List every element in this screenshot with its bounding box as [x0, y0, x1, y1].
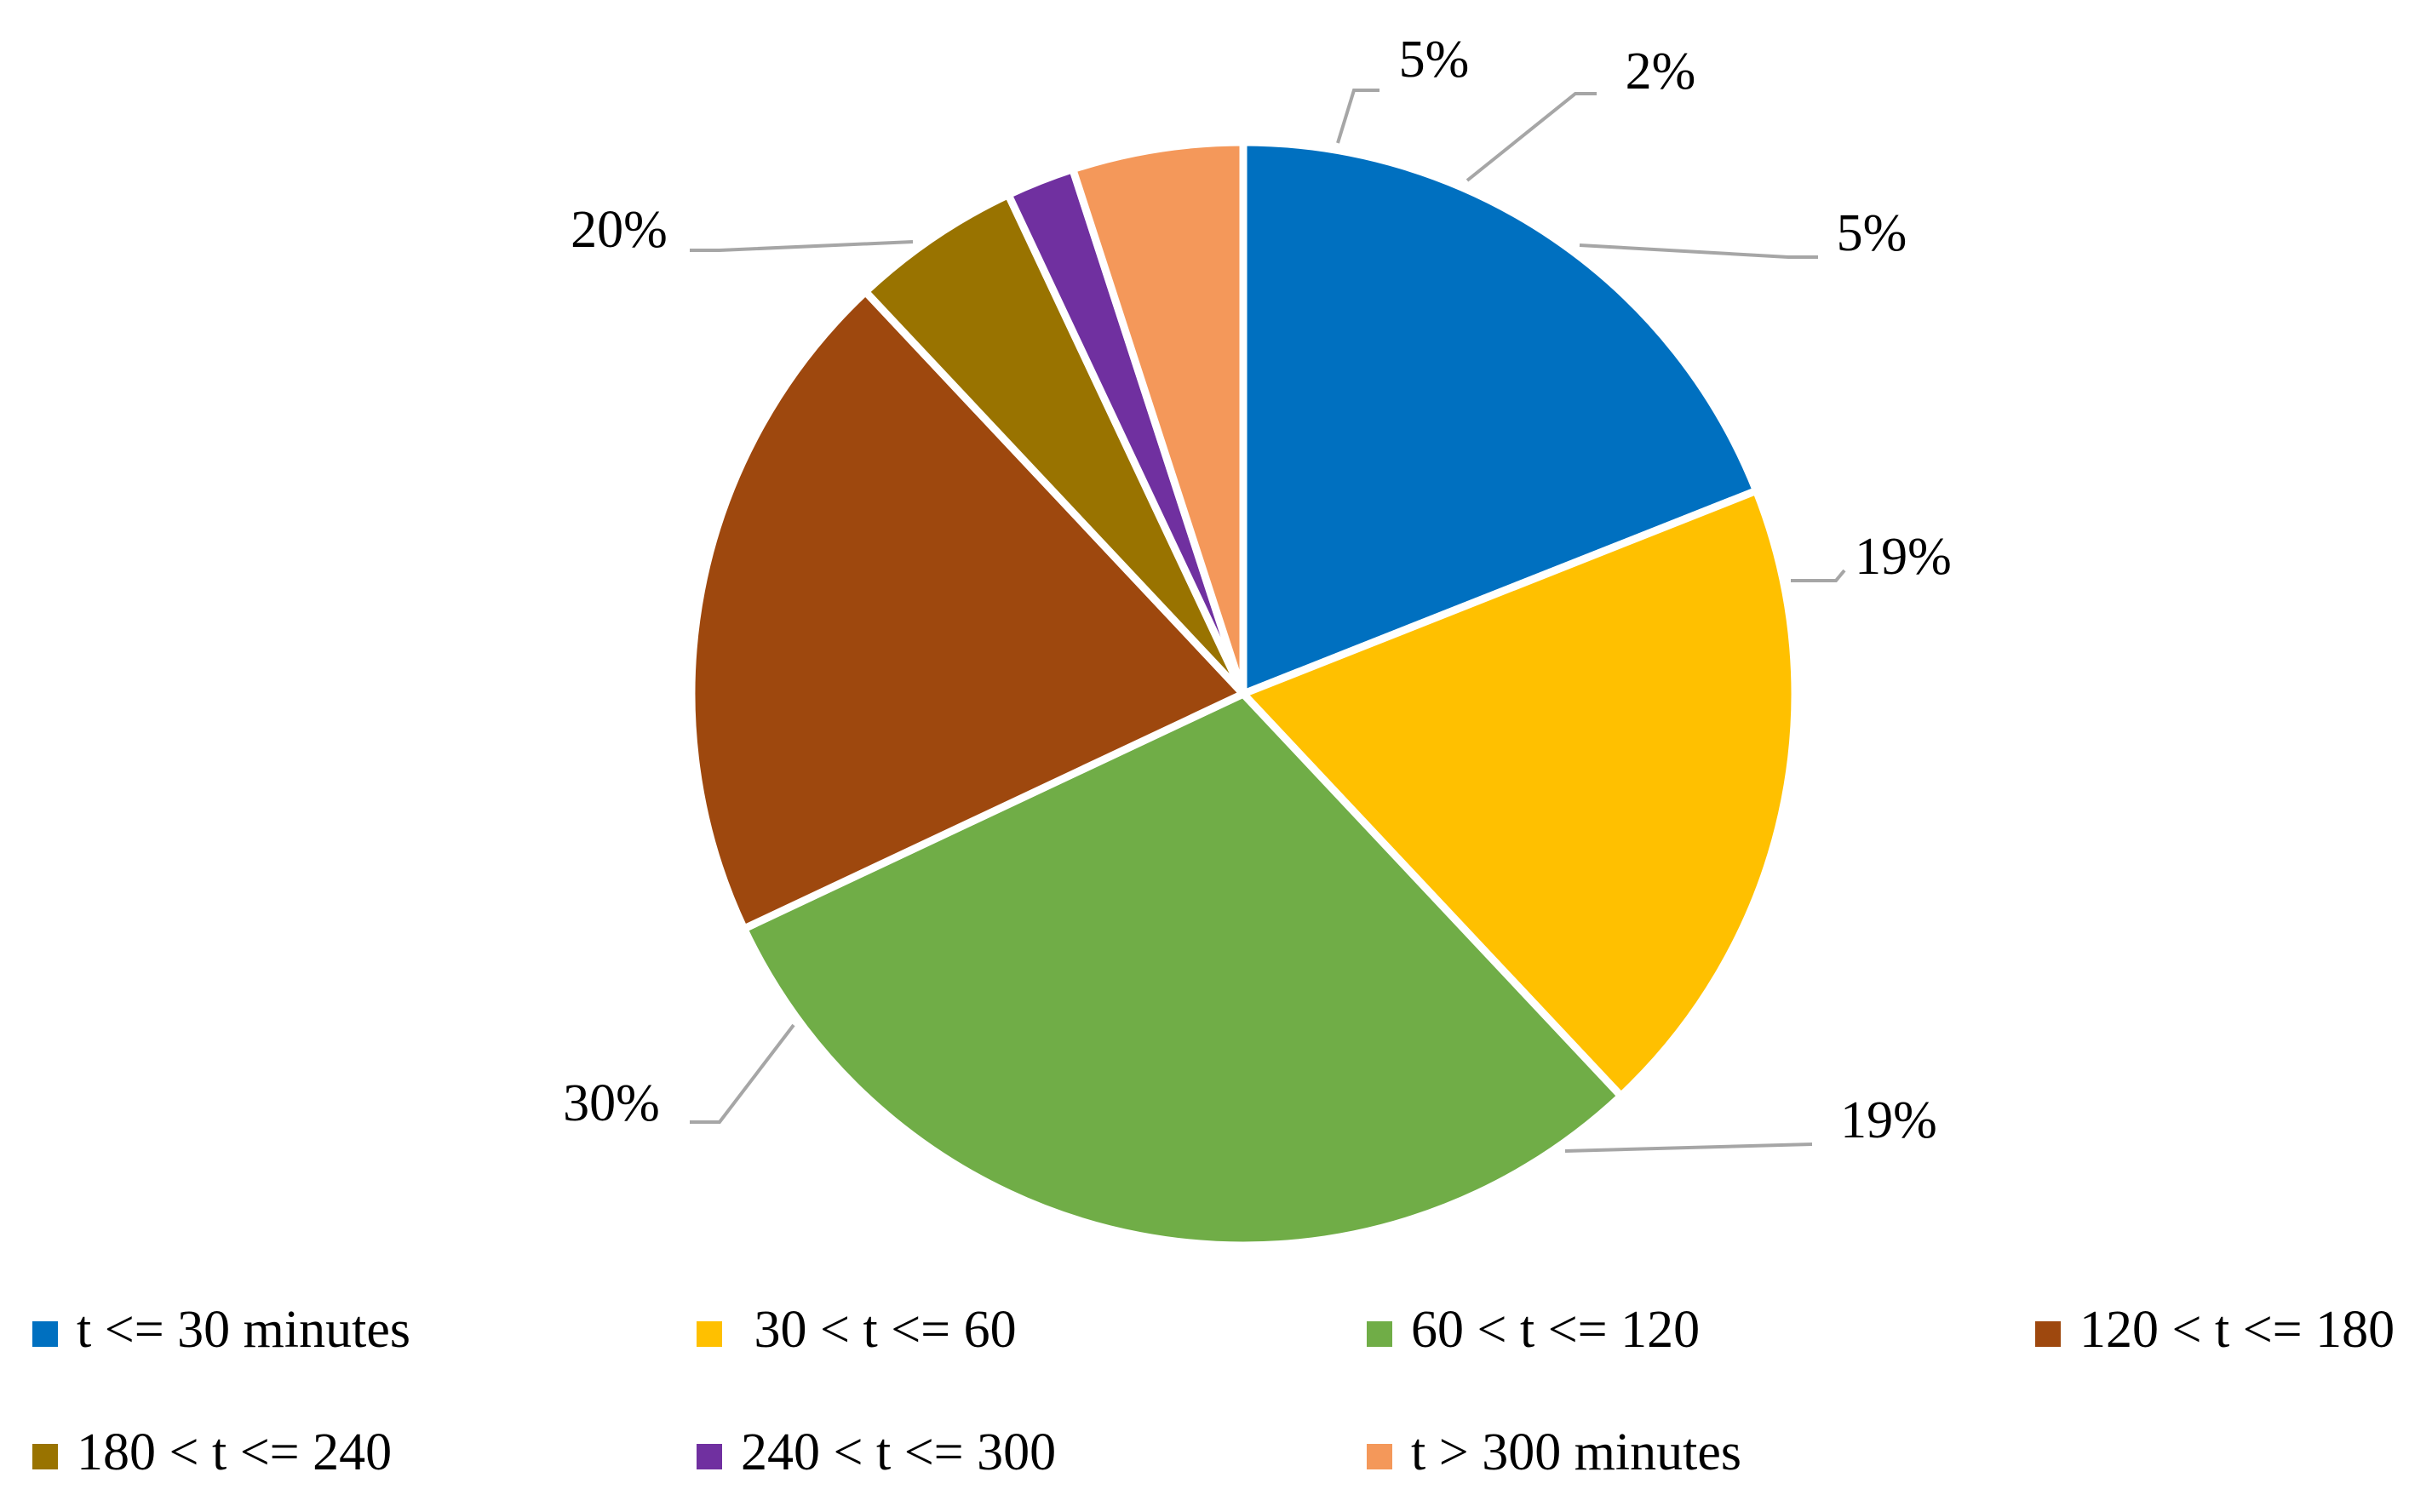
legend-swatch-240-t-300: [697, 1444, 722, 1469]
data-label-t-300-minutes: 5%: [1837, 204, 1907, 262]
leader-line-30-t-60: [1564, 1143, 1813, 1153]
data-label-120-t-180: 20%: [571, 201, 668, 259]
leader-line-t-30-minutes: [1791, 569, 1846, 582]
legend-swatch-180-t-240: [32, 1444, 58, 1469]
legend-label-240-t-300: 240 < t <= 300: [741, 1423, 1056, 1481]
legend-label-t-30-minutes: t <= 30 minutes: [77, 1301, 410, 1359]
pie-slice-120-t-180: [687, 286, 1250, 934]
data-label-30-t-60: 19%: [1840, 1091, 1937, 1149]
pie-slice-t-300-minutes: [1068, 138, 1248, 696]
legend-swatch-60-t-120: [1367, 1321, 1392, 1347]
legend: t <= 30 minutes 30 < t <= 60 60 < t <= 12…: [32, 1301, 2395, 1481]
legend-swatch-t-30-minutes: [32, 1321, 58, 1347]
legend-label-t-300-minutes: t > 300 minutes: [1411, 1423, 1741, 1481]
data-labels: 19% 19% 30% 20% 5% 2% 5%: [563, 31, 1952, 1149]
legend-label-120-t-180: 120 < t <= 180: [2079, 1301, 2395, 1359]
legend-label-180-t-240: 180 < t <= 240: [77, 1423, 392, 1481]
leader-lines: [690, 89, 1846, 1153]
data-label-t-30-minutes: 19%: [1855, 528, 1952, 586]
leader-line-240-t-300: [1466, 92, 1597, 182]
pie-slice-30-t-60: [1236, 485, 1799, 1102]
legend-label-30-t-60: 30 < t <= 60: [741, 1301, 1017, 1359]
data-label-60-t-120: 30%: [563, 1074, 660, 1132]
pie-slice-t-30-minutes: [1239, 138, 1762, 700]
pie-slice-60-t-120: [738, 689, 1626, 1250]
leader-line-t-300-minutes: [1579, 243, 1818, 259]
pie-slices: [687, 138, 1799, 1250]
leader-line-120-t-180: [690, 240, 914, 252]
legend-swatch-t-300-minutes: [1367, 1444, 1392, 1469]
leader-line-180-t-240: [1336, 89, 1379, 144]
legend-label-60-t-120: 60 < t <= 120: [1411, 1301, 1700, 1359]
leader-line-60-t-120: [690, 1023, 795, 1124]
legend-swatch-120-t-180: [2035, 1321, 2061, 1347]
legend-swatch-30-t-60: [697, 1321, 722, 1347]
data-label-240-t-300: 2%: [1626, 43, 1696, 100]
pie-slice-180-t-240: [860, 189, 1248, 697]
data-label-180-t-240: 5%: [1399, 31, 1470, 89]
